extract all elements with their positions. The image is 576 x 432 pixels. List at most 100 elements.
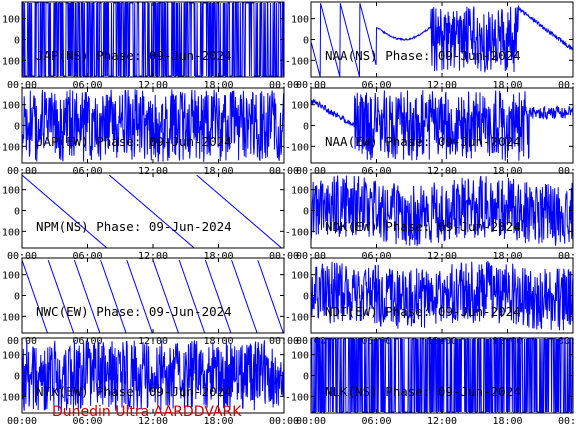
x-tick-label: 06:00 — [361, 251, 391, 262]
phase-trace — [22, 2, 284, 77]
y-tick-label: 100 — [291, 351, 309, 362]
x-tick-label: 18:00 — [492, 80, 522, 91]
x-tick-label: 00:00 — [269, 251, 299, 262]
phase-panel: 100 0 -100 00:00 06:00 12:00 18:00 00:00 NAA(EW)… — [285, 87, 576, 177]
x-tick-label: 06:00 — [72, 416, 102, 427]
x-tick-label: 06:00 — [72, 166, 102, 177]
x-tick-label: 18:00 — [203, 251, 233, 262]
x-tick-label: 12:00 — [427, 166, 457, 177]
x-tick-label: 06:00 — [72, 80, 102, 91]
x-tick-label: 00:00 — [296, 416, 326, 427]
phase-trace — [22, 259, 284, 333]
y-tick-label: -100 — [285, 392, 309, 403]
panel-title: NWC(EW) Phase: 09-Jun-2024 — [36, 304, 232, 319]
phase-panel: 100 0 -100 00:00 06:00 12:00 18:00 00:00 NPM(NS)… — [0, 172, 299, 262]
y-tick-label: -100 — [0, 142, 20, 153]
y-tick-label: -100 — [285, 56, 309, 67]
x-tick-label: 00:00 — [296, 251, 326, 262]
y-tick-label: 0 — [303, 122, 309, 133]
x-tick-label: 00:00 — [558, 251, 576, 262]
x-tick-label: 18:00 — [492, 166, 522, 177]
panel-title: JAP(NS) Phase: 09-Jun-2024 — [36, 48, 232, 63]
panel-title: NTX(EW) Phase: 09-Jun-2024 — [36, 384, 232, 399]
phase-panel: 100 0 -100 00:00 06:00 12:00 18:00 00:00 NTX(EW)… — [0, 337, 299, 427]
x-tick-label: 00:00 — [269, 166, 299, 177]
x-tick-label: 00:00 — [296, 80, 326, 91]
panel-title: NAA(EW) Phase: 09-Jun-2024 — [325, 134, 521, 149]
y-tick-label: 0 — [14, 292, 20, 303]
y-tick-label: 100 — [291, 101, 309, 112]
y-tick-label: 100 — [2, 101, 20, 112]
x-tick-label: 00:00 — [7, 166, 37, 177]
phase-panel: 100 0 -100 00:00 06:00 12:00 18:00 00:00 NLK(NS)… — [285, 337, 576, 427]
panel-title: NAA(NS) Phase: 09-Jun-2024 — [325, 48, 521, 63]
x-tick-label: 06:00 — [361, 80, 391, 91]
y-tick-label: -100 — [0, 312, 20, 323]
panel-title: NPM(NS) Phase: 09-Jun-2024 — [36, 219, 232, 234]
x-tick-label: 00:00 — [558, 416, 576, 427]
x-tick-label: 06:00 — [361, 166, 391, 177]
panel-title: NDI(EW) Phase: 09-Jun-2024 — [325, 304, 521, 319]
x-tick-label: 12:00 — [138, 416, 168, 427]
x-tick-label: 00:00 — [7, 416, 37, 427]
x-tick-label: 00:00 — [7, 251, 37, 262]
phase-trace — [311, 175, 573, 246]
phase-trace — [311, 338, 573, 413]
y-tick-label: 0 — [14, 372, 20, 383]
x-tick-label: 12:00 — [138, 80, 168, 91]
phase-panel: 1000-10000:0006:0012:0018:0000:00NDI(EW)… — [285, 257, 576, 347]
y-tick-label: 100 — [291, 15, 309, 26]
y-tick-label: -100 — [0, 56, 20, 67]
panel-title: NDK(EW) Phase: 09-Jun-2024 — [325, 219, 521, 234]
y-tick-label: 100 — [291, 271, 309, 282]
x-tick-label: 00:00 — [558, 80, 576, 91]
phase-panel: 100 0 -100 00:00 06:00 12:00 18:00 00:00 JAP(NS)… — [0, 1, 299, 91]
x-tick-label: 12:00 — [138, 251, 168, 262]
y-tick-label: 100 — [2, 186, 20, 197]
y-tick-label: 100 — [2, 271, 20, 282]
phase-trace — [22, 89, 284, 162]
x-tick-label: 12:00 — [427, 416, 457, 427]
plot-frame — [21, 172, 285, 249]
phase-trace — [311, 3, 573, 77]
y-tick-label: 0 — [303, 36, 309, 47]
x-tick-label: 00:00 — [296, 166, 326, 177]
phase-panel: 100 0 -100 00:00 06:00 12:00 18:00 00:00 NAA(NS)… — [285, 1, 576, 91]
y-tick-label: 0 — [14, 122, 20, 133]
panel-title: JAP(EW) Phase: 09-Jun-2024 — [36, 134, 232, 149]
y-tick-label: 0 — [303, 207, 309, 218]
y-tick-label: 100 — [291, 186, 309, 197]
y-tick-label: 0 — [14, 207, 20, 218]
x-tick-label: 00:00 — [558, 166, 576, 177]
phase-panel: 100 0 -100 00:00 06:00 12:00 18:00 00:00 JAP(EW)… — [0, 87, 299, 177]
y-tick-label: 0 — [14, 36, 20, 47]
phase-trace — [22, 340, 284, 411]
phase-trace — [311, 260, 573, 331]
x-tick-label: 12:00 — [427, 251, 457, 262]
footer-label: Dunedin Ultra AARDDVARK — [52, 404, 242, 420]
y-tick-label: 0 — [303, 372, 309, 383]
x-tick-label: 18:00 — [203, 416, 233, 427]
x-tick-label: 12:00 — [138, 166, 168, 177]
phase-trace — [311, 90, 573, 161]
y-tick-label: 0 — [303, 292, 309, 303]
y-tick-label: -100 — [285, 227, 309, 238]
phase-panel: 1000-10000:0006:0012:0018:0000:00NWC(EW)… — [0, 257, 299, 347]
phase-panel: 100 0 -100 00:00 06:00 12:00 18:00 00:00 NDK(EW)… — [285, 172, 576, 262]
y-tick-label: -100 — [285, 142, 309, 153]
x-tick-label: 18:00 — [203, 166, 233, 177]
x-tick-label: 18:00 — [492, 416, 522, 427]
x-tick-label: 06:00 — [72, 251, 102, 262]
x-tick-label: 00:00 — [269, 416, 299, 427]
y-tick-label: -100 — [0, 392, 20, 403]
x-tick-label: 12:00 — [427, 80, 457, 91]
x-tick-label: 00:00 — [7, 80, 37, 91]
phase-trace — [22, 174, 284, 248]
y-tick-label: -100 — [285, 312, 309, 323]
x-tick-label: 06:00 — [361, 416, 391, 427]
plot-frame — [21, 257, 285, 334]
y-tick-label: 100 — [2, 351, 20, 362]
x-tick-label: 18:00 — [492, 251, 522, 262]
x-tick-label: 00:00 — [269, 80, 299, 91]
